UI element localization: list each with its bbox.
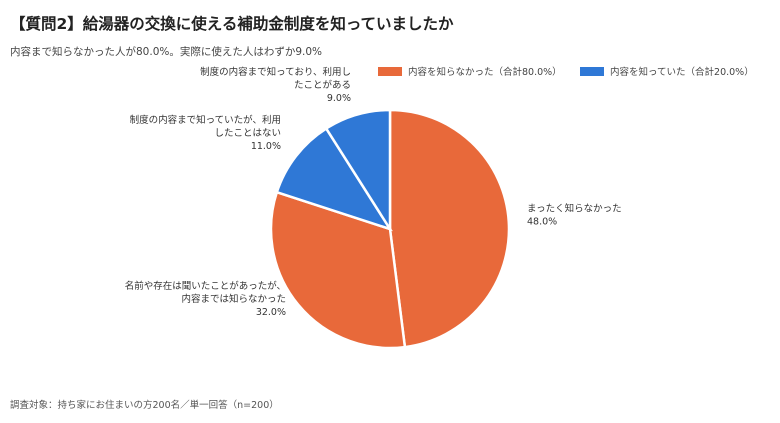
legend-item-unknown: 内容を知らなかった（合計80.0%） xyxy=(378,64,562,78)
pie-slice-1 xyxy=(388,108,511,349)
chart-title: 【質問2】給湯器の交換に使える補助金制度を知っていましたか xyxy=(10,15,454,33)
pie-slice-4 xyxy=(324,108,392,234)
pie-slice-3 xyxy=(275,126,393,232)
slice-label-3: 制度の内容まで知っていたが、利用したことはない 11.0% xyxy=(130,114,281,152)
legend-item-known: 内容を知っていた（合計20.0%） xyxy=(580,64,754,78)
legend-label-unknown: 内容を知らなかった（合計80.0%） xyxy=(408,67,562,78)
slice-label-2: 名前や存在は聞いたことがあったが、内容までは知らなかった 32.0% xyxy=(125,280,286,318)
legend-swatch-unknown xyxy=(378,66,402,76)
pie-slice-2 xyxy=(269,190,407,350)
legend-swatch-known xyxy=(580,66,604,76)
chart-subtitle: 内容まで知らなかった人が80.0%。実際に使えた人はわずか9.0% xyxy=(10,46,323,58)
slice-label-1: まったく知らなかった 48.0% xyxy=(527,203,622,228)
legend-label-known: 内容を知っていた（合計20.0%） xyxy=(610,67,754,78)
footnote: 調査対象：持ち家にお住まいの方200名／単一回答（n=200） xyxy=(10,400,279,411)
slice-label-4: 制度の内容まで知っており、利用したことがある 9.0% xyxy=(200,66,351,104)
